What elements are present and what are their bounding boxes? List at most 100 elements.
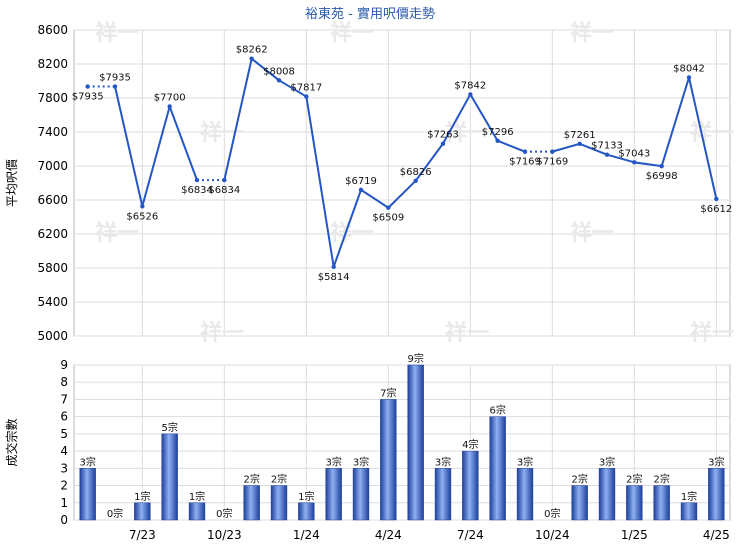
price-point (222, 177, 227, 183)
volume-ytick-label: 0 (60, 513, 68, 527)
watermark: 祥一 (445, 120, 489, 146)
price-line-segment (278, 79, 307, 98)
price-line-segment (387, 180, 417, 209)
volume-data-label: 3宗 (325, 455, 341, 468)
price-ytick-label: 6600 (37, 193, 68, 207)
volume-data-label: 7宗 (380, 386, 396, 399)
price-data-label: $7169 (536, 157, 568, 168)
price-point (194, 177, 200, 183)
volume-data-label: 2宗 (271, 473, 287, 486)
price-chart: 5000 5400 5800 6200 6600 7000 7400 7800 8200 8600… (5, 20, 734, 446)
x-tick-label: 10/24 (535, 528, 570, 542)
volume-plot-area (73, 364, 731, 521)
price-data-label: $7700 (154, 93, 186, 104)
price-data-label: $7935 (72, 92, 104, 103)
price-point (522, 149, 528, 154)
price-point (249, 56, 254, 61)
price-ytick-label: 8200 (37, 57, 68, 71)
volume-data-label: 3宗 (353, 455, 369, 468)
volume-y-axis-title: 成交宗數 (4, 418, 19, 466)
volume-data-label: 1宗 (189, 490, 205, 503)
x-tick-label: 10/23 (207, 528, 242, 542)
watermark: 祥一 (95, 20, 139, 46)
x-tick-label: 4/25 (703, 528, 730, 542)
volume-bar (270, 485, 288, 521)
volume-data-label: 5宗 (161, 421, 177, 434)
volume-bar (325, 468, 342, 521)
price-point (140, 204, 145, 209)
price-point (468, 92, 473, 97)
volume-bar (434, 468, 452, 521)
volume-bar (516, 468, 534, 521)
price-point (85, 84, 90, 89)
price-data-label: $7935 (99, 73, 131, 84)
price-point (331, 264, 336, 270)
price-data-label: $5814 (318, 272, 350, 283)
price-line-segment (552, 142, 580, 153)
volume-data-label: 2宗 (626, 473, 642, 486)
price-point (550, 149, 555, 154)
price-data-label: $7261 (564, 130, 596, 141)
price-line-segment (360, 189, 389, 209)
price-line-segment (114, 86, 144, 207)
volume-data-label: 3宗 (599, 455, 615, 468)
price-point (714, 196, 719, 202)
price-point (112, 84, 118, 89)
price-ytick-label: 6200 (37, 227, 68, 241)
price-ytick-label: 5000 (37, 329, 68, 343)
price-data-label: $6834 (208, 185, 240, 196)
price-point (358, 187, 364, 193)
volume-bar (653, 485, 670, 521)
price-ytick-label: 5800 (37, 261, 68, 275)
price-data-label: $8262 (236, 45, 268, 56)
volume-bar (407, 364, 424, 521)
volume-ytick-label: 3 (60, 461, 68, 475)
volume-bar (380, 399, 397, 521)
price-point (167, 104, 172, 109)
price-data-label: $6509 (372, 213, 404, 224)
volume-ytick-label: 7 (60, 392, 68, 406)
price-line-segment (660, 77, 690, 167)
price-data-label: $6998 (646, 171, 678, 182)
price-line-segment (332, 189, 362, 268)
volume-bar (298, 502, 315, 521)
price-point (686, 75, 692, 80)
volume-data-label: 0宗 (216, 507, 232, 520)
price-line-segment (634, 161, 662, 168)
price-y-axis-title: 平均呎價 (5, 159, 19, 207)
volume-bar (571, 485, 588, 521)
price-point (386, 205, 391, 210)
volume-bar (134, 502, 151, 521)
x-tick-label: 4/24 (375, 528, 402, 542)
price-data-label: $7263 (427, 130, 459, 141)
volume-ytick-label: 2 (60, 479, 68, 493)
price-line-segment (223, 58, 253, 181)
price-point (413, 178, 418, 183)
x-tick-label: 7/24 (457, 528, 484, 542)
price-ytick-label: 5400 (37, 295, 68, 309)
volume-data-label: 2宗 (571, 473, 587, 486)
volume-data-label: 2宗 (653, 473, 669, 486)
volume-ytick-label: 5 (60, 427, 68, 441)
price-ytick-label: 7400 (37, 125, 68, 139)
price-line-segment (579, 142, 608, 156)
price-line-segment (606, 153, 635, 164)
price-data-label: $6526 (126, 211, 158, 222)
price-point (495, 138, 500, 144)
price-line-segment (442, 93, 472, 145)
price-data-label: $8008 (263, 66, 295, 77)
price-line-segment (469, 93, 499, 142)
volume-chart: 0 1 2 3 4 5 6 7 8 9 3宗 0宗 1宗 5宗 1宗 0宗 2宗 2宗 1宗 3宗 3宗 7宗 9宗 3宗 4宗… (4, 352, 731, 542)
volume-data-label: 1宗 (298, 490, 314, 503)
price-point (659, 163, 664, 169)
volume-bar (188, 502, 206, 521)
price-data-label: $7842 (454, 80, 486, 91)
volume-ytick-label: 4 (60, 444, 68, 458)
volume-bar (352, 468, 370, 521)
x-tick-label: 1/24 (293, 528, 320, 542)
watermark: 祥一 (200, 320, 244, 346)
price-line-segment (414, 143, 444, 182)
volume-ytick-label: 6 (60, 410, 68, 424)
